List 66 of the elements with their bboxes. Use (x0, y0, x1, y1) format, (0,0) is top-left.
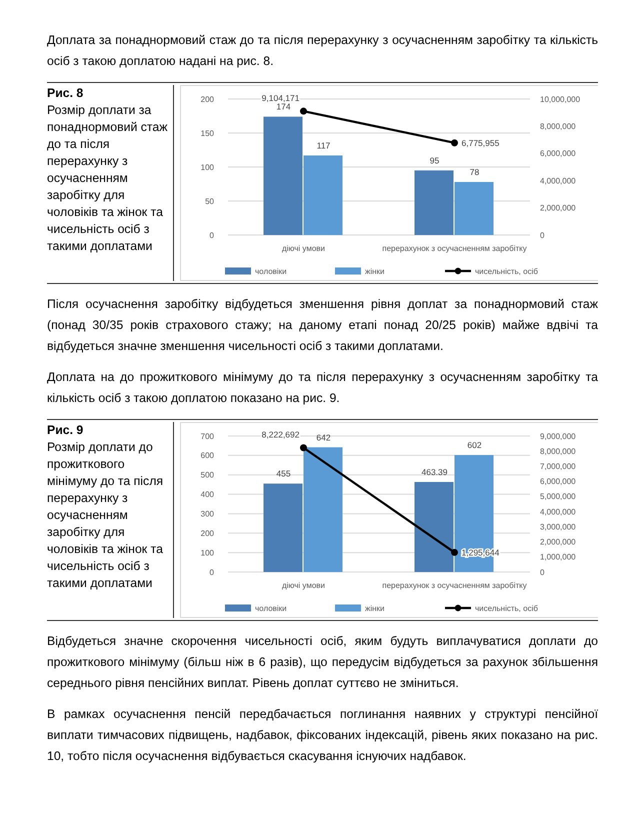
y2-tick-label: 4,000,000 (540, 176, 576, 186)
text: Відбудеться значне скорочення чисельності осіб, яким будуть виплачуватися доплати до прожиткового мінімуму (більш ніж в 6 разів), що передусім відбудеться за рахунок збільшення середнього рівня пенсійних виплат. Рівень доплат суттєво не зміниться. (47, 633, 598, 692)
data-label: 78 (470, 166, 480, 177)
bar (414, 482, 454, 572)
y2-tick-label: 6,000,000 (540, 477, 576, 486)
legend-label: жінки (365, 604, 385, 613)
text: Рис. 8 (47, 85, 84, 102)
x-tick-label: перерахунок з осучасненням заробітку (382, 244, 527, 253)
y2-tick-label: 0 (540, 568, 545, 577)
data-label: 463.39 (422, 466, 448, 477)
y2-tick-label: 6,000,000 (540, 149, 576, 158)
data-label: 95 (430, 155, 440, 166)
y-tick-label: 0 (210, 568, 215, 577)
y2-tick-label: 1,000,000 (540, 552, 576, 562)
y2-tick-label: 8,000,000 (540, 446, 576, 456)
legend-label: чоловіки (255, 266, 287, 276)
legend-label: чоловіки (255, 604, 287, 613)
data-label: 174 (276, 102, 291, 112)
y-tick-label: 500 (200, 470, 215, 480)
y2-tick-label: 7,000,000 (540, 462, 576, 472)
x-tick-label: діючі умови (282, 244, 326, 253)
text: Доплата на до прожиткового мінімуму до та після перерахунку з осучасненням заробітку та кількість осіб з такою доплатою показано на рис. 9. (47, 369, 598, 407)
data-label: 6,775,955 (462, 138, 500, 148)
bar (454, 182, 494, 235)
y-tick-label: 0 (210, 230, 215, 240)
data-label: 602 (467, 440, 482, 450)
text: В рамках осучаснення пенсій передбачається поглинання наявних у структурі пенсійної виплати тимчасових підвищень, надбавок, фіксованих індексацій, рівень яких показано на рис. 10, тобто після осучаснення відбувається скасування існуючих надбавок. (47, 706, 598, 765)
y-tick-label: 600 (200, 451, 215, 460)
y2-tick-label: 10,000,000 (540, 94, 581, 104)
text: Доплата за понаднормовий стаж до та після перерахунку з осучасненням заробітку та кількість осіб з такою доплатою надані на рис. 8. (47, 32, 598, 70)
y-tick-label: 50 (205, 196, 215, 206)
bar (264, 116, 302, 235)
data-label: 642 (316, 432, 331, 442)
y-tick-label: 300 (200, 510, 215, 519)
y-tick-label: 150 (200, 128, 215, 138)
legend-label: жінки (365, 266, 385, 276)
y2-tick-label: 3,000,000 (540, 522, 576, 532)
y2-tick-label: 9,000,000 (540, 432, 576, 441)
bar (414, 170, 454, 235)
y-tick-label: 700 (200, 432, 215, 441)
data-label: 455 (276, 468, 291, 479)
y2-tick-label: 0 (540, 230, 545, 240)
y2-tick-label: 2,000,000 (540, 204, 576, 213)
x-tick-label: діючі умови (282, 581, 326, 590)
data-label: 117 (316, 140, 331, 150)
data-label: 9,104,171 (262, 93, 300, 104)
text: Рис. 9 (47, 422, 84, 439)
data-label: 8,222,692 (262, 430, 300, 440)
y-tick-label: 200 (200, 528, 215, 538)
bar (264, 484, 302, 572)
x-tick-label: перерахунок з осучасненням заробітку (382, 581, 527, 590)
text: Розмір доплати за понаднормовий стаж до та після перерахунку з осучасненням заробітку для чоловіків та жінок та чисельність осіб з такими доплатами (47, 103, 168, 253)
y2-tick-label: 2,000,000 (540, 538, 576, 547)
bar (304, 155, 342, 235)
y2-tick-label: 4,000,000 (540, 507, 576, 516)
text: Розмір доплати до прожиткового мінімуму до та після перерахунку з осучасненням заробітку для чоловіків та жінок та чисельність осіб з такими доплатами (47, 440, 164, 590)
y-tick-label: 200 (200, 94, 215, 104)
bar (304, 447, 342, 572)
y2-tick-label: 8,000,000 (540, 122, 576, 131)
text: Після осучаснення заробітку відбудеться зменшення рівня доплат за понаднормовий стаж (понад 30/35 років страхового стажу; на даному етапі понад 20/25 років) майже вдвічі та відбудеться значне зменшення чисельності осіб з такими доплатами. (47, 296, 598, 355)
legend-label: чисельність, осіб (475, 604, 538, 613)
y-tick-label: 400 (200, 490, 215, 500)
y-tick-label: 100 (200, 162, 215, 172)
y2-tick-label: 5,000,000 (540, 492, 576, 502)
legend-label: чисельність, осіб (475, 266, 538, 276)
y-tick-label: 100 (200, 548, 215, 558)
